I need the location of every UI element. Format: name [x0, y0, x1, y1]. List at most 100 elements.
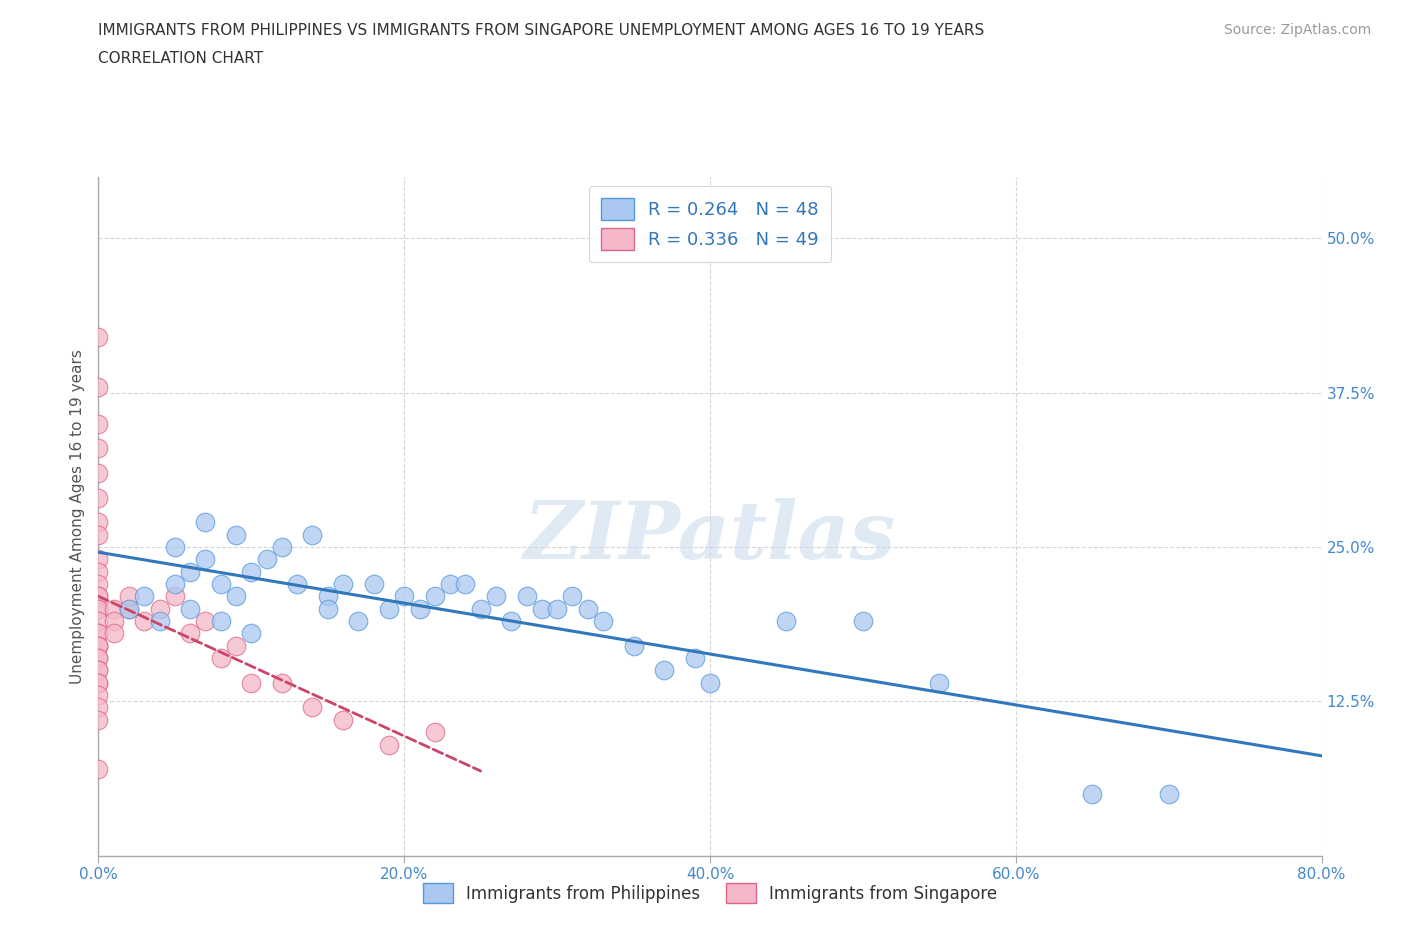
Point	[87, 515, 110, 530]
Point	[378, 737, 401, 752]
Point	[194, 515, 217, 530]
Point	[87, 638, 110, 653]
Point	[1081, 787, 1104, 802]
Point	[103, 626, 125, 641]
Point	[530, 602, 553, 617]
Point	[87, 602, 110, 617]
Point	[87, 663, 110, 678]
Point	[179, 602, 201, 617]
Point	[163, 539, 186, 554]
Point	[240, 626, 263, 641]
Point	[87, 379, 110, 394]
Point	[683, 651, 706, 666]
Point	[423, 589, 446, 604]
Point	[652, 663, 675, 678]
Text: IMMIGRANTS FROM PHILIPPINES VS IMMIGRANTS FROM SINGAPORE UNEMPLOYMENT AMONG AGES: IMMIGRANTS FROM PHILIPPINES VS IMMIGRANT…	[98, 23, 984, 38]
Point	[209, 614, 232, 629]
Point	[546, 602, 568, 617]
Point	[270, 675, 292, 690]
Point	[87, 527, 110, 542]
Point	[179, 626, 201, 641]
Point	[87, 551, 110, 566]
Point	[87, 687, 110, 702]
Point	[301, 700, 323, 715]
Point	[87, 700, 110, 715]
Point	[928, 675, 950, 690]
Point	[285, 577, 308, 591]
Point	[87, 626, 110, 641]
Point	[270, 539, 292, 554]
Point	[149, 614, 172, 629]
Point	[87, 651, 110, 666]
Legend: Immigrants from Philippines, Immigrants from Singapore: Immigrants from Philippines, Immigrants …	[412, 871, 1008, 915]
Point	[87, 441, 110, 456]
Point	[408, 602, 430, 617]
Point	[852, 614, 875, 629]
Point	[423, 724, 446, 739]
Point	[87, 589, 110, 604]
Point	[209, 577, 232, 591]
Point	[699, 675, 721, 690]
Point	[103, 614, 125, 629]
Point	[209, 651, 232, 666]
Point	[87, 416, 110, 431]
Point	[378, 602, 401, 617]
Text: Source: ZipAtlas.com: Source: ZipAtlas.com	[1223, 23, 1371, 37]
Point	[163, 577, 186, 591]
Point	[87, 577, 110, 591]
Point	[87, 490, 110, 505]
Point	[87, 762, 110, 777]
Point	[87, 602, 110, 617]
Point	[225, 527, 247, 542]
Point	[332, 577, 354, 591]
Point	[240, 675, 263, 690]
Y-axis label: Unemployment Among Ages 16 to 19 years: Unemployment Among Ages 16 to 19 years	[69, 349, 84, 684]
Point	[163, 589, 186, 604]
Point	[576, 602, 599, 617]
Point	[87, 675, 110, 690]
Point	[87, 614, 110, 629]
Point	[149, 602, 172, 617]
Point	[316, 589, 339, 604]
Point	[87, 466, 110, 481]
Point	[316, 602, 339, 617]
Point	[87, 638, 110, 653]
Point	[87, 675, 110, 690]
Point	[87, 638, 110, 653]
Point	[363, 577, 385, 591]
Point	[332, 712, 354, 727]
Point	[485, 589, 508, 604]
Point	[240, 565, 263, 579]
Point	[87, 712, 110, 727]
Point	[134, 589, 156, 604]
Point	[225, 638, 247, 653]
Point	[301, 527, 323, 542]
Point	[592, 614, 614, 629]
Point	[225, 589, 247, 604]
Point	[194, 614, 217, 629]
Text: CORRELATION CHART: CORRELATION CHART	[98, 51, 263, 66]
Point	[134, 614, 156, 629]
Point	[623, 638, 645, 653]
Point	[87, 651, 110, 666]
Point	[454, 577, 477, 591]
Point	[87, 589, 110, 604]
Point	[118, 602, 141, 617]
Point	[179, 565, 201, 579]
Point	[501, 614, 523, 629]
Point	[194, 551, 217, 566]
Text: ZIPatlas: ZIPatlas	[524, 498, 896, 576]
Point	[256, 551, 278, 566]
Point	[87, 663, 110, 678]
Point	[87, 330, 110, 345]
Point	[439, 577, 461, 591]
Point	[561, 589, 583, 604]
Point	[87, 626, 110, 641]
Point	[87, 565, 110, 579]
Point	[470, 602, 492, 617]
Point	[103, 602, 125, 617]
Point	[516, 589, 538, 604]
Point	[392, 589, 416, 604]
Point	[1157, 787, 1180, 802]
Point	[775, 614, 797, 629]
